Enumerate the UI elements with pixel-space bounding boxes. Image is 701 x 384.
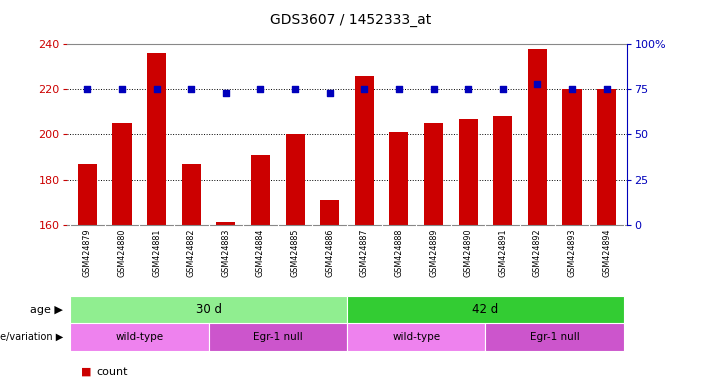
Point (116, 86, 128, 92)
Bar (424, 123, 443, 384)
Point (601, 86, 612, 92)
Text: wild-type: wild-type (392, 332, 440, 342)
Point (220, 90, 231, 96)
Point (566, 86, 578, 92)
Text: GSM424881: GSM424881 (152, 228, 161, 276)
Text: ■: ■ (81, 367, 91, 377)
Bar (70, 296, 347, 323)
Text: GSM424888: GSM424888 (395, 228, 403, 276)
Text: GSM424893: GSM424893 (568, 228, 576, 277)
Bar (562, 89, 582, 384)
Point (82, 86, 93, 92)
Text: genotype/variation ▶: genotype/variation ▶ (0, 332, 63, 342)
Text: 30 d: 30 d (196, 303, 222, 316)
Text: 42 d: 42 d (472, 303, 498, 316)
Bar (389, 132, 409, 384)
Text: GSM424887: GSM424887 (360, 228, 369, 277)
Bar (70, 323, 208, 351)
Bar (597, 89, 616, 384)
Bar (285, 134, 305, 384)
Bar (528, 49, 547, 384)
Text: Egr-1 null: Egr-1 null (253, 332, 303, 342)
Bar (208, 323, 347, 351)
Text: Egr-1 null: Egr-1 null (530, 332, 580, 342)
Point (463, 86, 474, 92)
Point (151, 86, 162, 92)
Text: GSM424883: GSM424883 (222, 228, 231, 276)
Point (497, 86, 508, 92)
Bar (217, 222, 236, 384)
Bar (320, 200, 339, 384)
Text: GSM424880: GSM424880 (118, 228, 126, 276)
Text: GSM424894: GSM424894 (602, 228, 611, 277)
Point (255, 86, 266, 92)
Text: wild-type: wild-type (115, 332, 163, 342)
Text: GDS3607 / 1452333_at: GDS3607 / 1452333_at (270, 13, 431, 27)
Text: GSM424890: GSM424890 (463, 228, 472, 277)
Text: GSM424892: GSM424892 (533, 228, 542, 277)
Text: GSM424884: GSM424884 (256, 228, 265, 276)
Text: GSM424885: GSM424885 (291, 228, 299, 277)
Bar (347, 296, 624, 323)
Point (393, 86, 404, 92)
Point (324, 90, 335, 96)
Text: GSM424886: GSM424886 (325, 228, 334, 276)
Bar (78, 164, 97, 384)
Bar (458, 119, 477, 384)
Bar (355, 76, 374, 384)
Bar (347, 323, 486, 351)
Point (186, 86, 197, 92)
Point (359, 86, 370, 92)
Text: GSM424882: GSM424882 (186, 228, 196, 277)
Text: GSM424879: GSM424879 (83, 228, 92, 277)
Bar (486, 323, 624, 351)
Text: age ▶: age ▶ (30, 305, 63, 314)
Point (532, 81, 543, 87)
Bar (251, 155, 270, 384)
Bar (147, 53, 166, 384)
Bar (112, 123, 132, 384)
Point (290, 86, 301, 92)
Bar (494, 116, 512, 384)
Text: GSM424889: GSM424889 (429, 228, 438, 277)
Bar (182, 164, 200, 384)
Text: count: count (96, 367, 128, 377)
Point (428, 86, 439, 92)
Text: GSM424891: GSM424891 (498, 228, 508, 277)
